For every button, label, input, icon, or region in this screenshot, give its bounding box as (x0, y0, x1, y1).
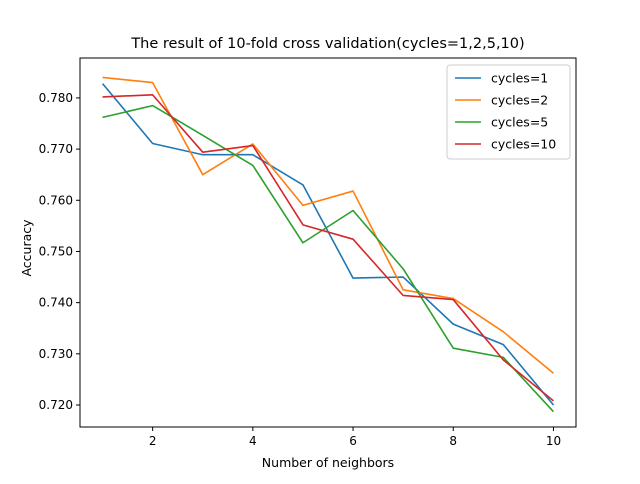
chart-title: The result of 10-fold cross validation(c… (130, 36, 524, 52)
y-axis-label: Accuracy (19, 219, 34, 277)
legend-label: cycles=2 (491, 93, 548, 108)
x-tick-label: 8 (449, 434, 457, 448)
x-tick-label: 10 (546, 434, 561, 448)
x-tick-label: 4 (249, 434, 257, 448)
legend: cycles=1 cycles=2 cycles=5 cycles=10 (446, 64, 571, 160)
x-tick-label: 6 (349, 434, 357, 448)
y-tick-label: 0.740 (39, 296, 73, 310)
y-tick-label: 0.730 (39, 347, 73, 361)
legend-box (446, 64, 571, 160)
series-line-4 (102, 94, 554, 402)
plot-frame (79, 57, 577, 428)
ticks: 2 4 6 8 10 0.720 0.730 0.740 0.750 0.760 0.770 0.78… (39, 91, 561, 448)
legend-label: cycles=5 (491, 115, 548, 130)
legend-label: cycles=10 (491, 137, 556, 152)
y-tick-label: 0.750 (39, 244, 73, 258)
y-tick-label: 0.760 (39, 193, 73, 207)
series-line-3 (102, 104, 555, 413)
y-tick-label: 0.720 (39, 398, 73, 412)
x-axis-label: Number of neighbors (262, 455, 394, 470)
x-tick-label: 2 (149, 434, 157, 448)
legend-label: cycles=1 (491, 71, 548, 86)
y-tick-label: 0.780 (39, 91, 73, 105)
series-line-2 (102, 76, 554, 374)
y-tick-label: 0.770 (39, 142, 73, 156)
series-lines (101, 76, 555, 413)
